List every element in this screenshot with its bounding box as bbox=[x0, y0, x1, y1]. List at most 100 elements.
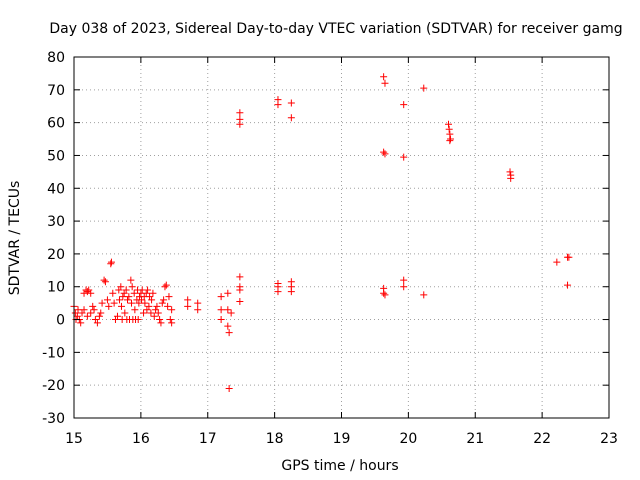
data-point-marker bbox=[287, 114, 295, 122]
data-point-marker bbox=[236, 109, 244, 117]
data-point bbox=[168, 319, 176, 327]
data-point bbox=[160, 296, 168, 304]
data-point bbox=[125, 293, 133, 301]
data-point bbox=[90, 306, 98, 314]
data-point bbox=[166, 316, 174, 324]
data-point-marker bbox=[125, 293, 133, 301]
data-point bbox=[148, 296, 156, 304]
data-point bbox=[287, 99, 295, 107]
data-point bbox=[128, 283, 136, 291]
data-point-marker bbox=[77, 319, 85, 327]
data-point-marker bbox=[105, 302, 113, 310]
data-point-marker bbox=[380, 73, 388, 81]
x-tick-label: 18 bbox=[266, 431, 284, 447]
data-point-marker bbox=[141, 299, 149, 307]
x-tick-label: 19 bbox=[333, 431, 351, 447]
data-point-marker bbox=[142, 289, 150, 297]
data-point-marker bbox=[227, 309, 235, 317]
data-point bbox=[150, 312, 158, 320]
data-point bbox=[236, 273, 244, 281]
data-point bbox=[131, 306, 139, 314]
data-point-marker bbox=[507, 174, 515, 182]
data-point-marker bbox=[274, 101, 282, 109]
data-point bbox=[98, 299, 106, 307]
data-point bbox=[122, 286, 130, 294]
data-point bbox=[224, 322, 232, 330]
data-point bbox=[154, 309, 162, 317]
data-point-marker bbox=[236, 297, 244, 305]
data-point bbox=[77, 319, 85, 327]
data-point bbox=[121, 309, 129, 317]
data-point bbox=[134, 316, 142, 324]
data-point bbox=[97, 309, 105, 317]
data-point-marker bbox=[115, 296, 123, 304]
data-point-marker bbox=[224, 322, 232, 330]
y-tick-label: 80 bbox=[47, 50, 65, 66]
data-point-marker bbox=[447, 135, 455, 143]
data-point bbox=[156, 316, 164, 324]
data-point-marker bbox=[217, 316, 225, 324]
data-point-marker bbox=[117, 283, 125, 291]
data-point bbox=[95, 312, 103, 320]
data-point bbox=[107, 260, 115, 268]
axis-ticks: 15 16 17 18 19 20 21 22 23 -30 -20 -10 0 10 20 30 40 50 60… bbox=[42, 50, 618, 447]
data-point bbox=[124, 296, 131, 304]
data-point-marker bbox=[168, 306, 176, 314]
data-point-marker bbox=[224, 289, 232, 297]
data-point-marker bbox=[166, 316, 174, 324]
x-tick-label: 17 bbox=[199, 431, 217, 447]
data-point bbox=[115, 296, 123, 304]
data-point-marker bbox=[400, 283, 408, 291]
data-point bbox=[446, 137, 454, 145]
data-point bbox=[236, 109, 244, 117]
data-point bbox=[100, 276, 108, 284]
data-point bbox=[274, 101, 282, 109]
data-point bbox=[113, 312, 121, 320]
data-point bbox=[381, 291, 389, 299]
grid-lines bbox=[74, 57, 609, 418]
data-point bbox=[507, 174, 515, 182]
data-point bbox=[445, 125, 453, 133]
data-point-marker bbox=[420, 291, 428, 299]
data-point bbox=[381, 79, 389, 87]
data-point bbox=[93, 319, 101, 327]
data-point-marker bbox=[553, 258, 561, 266]
y-tick-label: -30 bbox=[42, 411, 65, 427]
data-point bbox=[117, 302, 125, 310]
data-point-marker bbox=[127, 276, 135, 284]
data-point bbox=[128, 299, 136, 307]
data-point-marker bbox=[400, 101, 408, 109]
data-point bbox=[564, 281, 572, 289]
data-point-marker bbox=[97, 309, 105, 317]
data-point bbox=[83, 312, 91, 320]
data-point bbox=[225, 329, 233, 337]
data-point-marker bbox=[153, 302, 161, 310]
data-point-marker bbox=[156, 316, 164, 324]
data-point bbox=[420, 84, 428, 92]
y-tick-label: 0 bbox=[56, 313, 65, 329]
data-point-marker bbox=[184, 296, 192, 304]
data-point-marker bbox=[131, 306, 139, 314]
data-point bbox=[101, 278, 109, 286]
data-point bbox=[217, 306, 225, 314]
y-tick-label: 70 bbox=[47, 83, 65, 99]
data-point-marker bbox=[165, 293, 173, 301]
data-point-marker bbox=[162, 281, 170, 289]
y-tick-label: -20 bbox=[42, 378, 65, 394]
data-point bbox=[506, 168, 514, 176]
data-point bbox=[153, 302, 161, 310]
data-point bbox=[140, 309, 148, 317]
data-point bbox=[274, 288, 282, 296]
data-point-marker bbox=[168, 319, 176, 327]
x-tick-label: 23 bbox=[600, 431, 618, 447]
data-point bbox=[83, 288, 91, 296]
data-point-marker bbox=[381, 291, 389, 299]
y-tick-label: 60 bbox=[47, 116, 65, 132]
data-point-marker bbox=[287, 99, 295, 107]
data-point-marker bbox=[274, 288, 282, 296]
data-point-marker bbox=[87, 289, 95, 297]
data-point bbox=[161, 283, 169, 291]
y-tick-label: 40 bbox=[47, 181, 65, 197]
data-point-marker bbox=[83, 288, 91, 296]
